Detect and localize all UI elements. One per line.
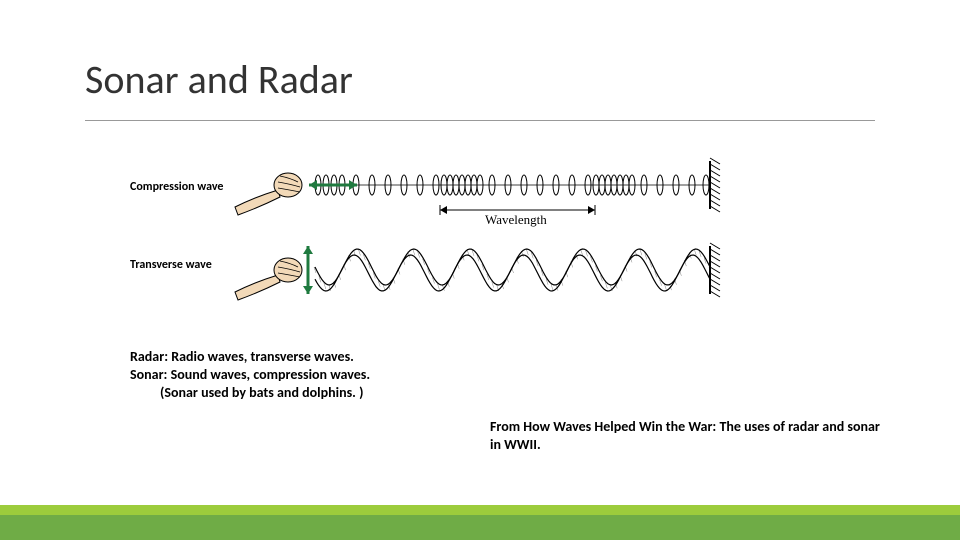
compression-wave-label: Compression wave — [130, 180, 223, 194]
title-underline — [85, 120, 875, 121]
footer-accent-dark — [0, 515, 960, 540]
transverse-wave-label: Transverse wave — [130, 258, 212, 272]
source-text: From How Waves Helped Win the War: The u… — [490, 418, 890, 454]
footer-accent-light — [0, 505, 960, 515]
description-text: Radar: Radio waves, transverse waves. So… — [130, 348, 370, 403]
slide-title: Sonar and Radar — [85, 55, 353, 104]
wave-diagram — [130, 145, 830, 325]
slide: Sonar and Radar Compression wave Transve… — [0, 0, 960, 540]
footer-bar — [0, 505, 960, 540]
wavelength-label: Wavelength — [485, 212, 547, 228]
desc-line-2: Sonar: Sound waves, compression waves. — [130, 366, 370, 383]
desc-line-3: (Sonar used by bats and dolphins. ) — [130, 384, 370, 402]
desc-line-1: Radar: Radio waves, transverse waves. — [130, 348, 354, 365]
